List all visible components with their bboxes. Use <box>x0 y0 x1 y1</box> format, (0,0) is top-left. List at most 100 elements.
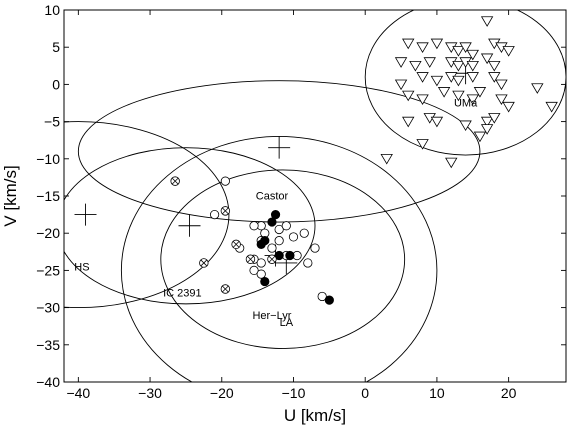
triangle-marker <box>452 46 465 57</box>
open-circle-marker <box>303 258 313 268</box>
cluster-ellipse <box>77 80 481 223</box>
data-points <box>170 16 558 305</box>
triangle-marker <box>430 38 444 50</box>
open-circle-marker <box>220 176 230 186</box>
y-axis-label: V [km/s] <box>1 165 20 226</box>
triangle-marker <box>488 72 501 83</box>
triangle-marker <box>473 87 487 98</box>
group-label: Castor <box>256 191 289 203</box>
open-circle-marker <box>310 243 320 253</box>
crossed-circle-marker-x2 <box>222 285 229 293</box>
x-tick-label: −20 <box>210 385 234 401</box>
cluster-ellipse <box>120 136 438 382</box>
group-label: IC 2391 <box>163 287 202 299</box>
triangle-marker <box>459 120 472 132</box>
y-tick-label: −35 <box>36 337 60 353</box>
x-tick-label: −40 <box>66 385 90 401</box>
triangle-marker <box>445 157 458 169</box>
triangle-marker <box>430 116 444 128</box>
open-circle-marker <box>256 258 266 268</box>
open-circle-marker <box>299 228 309 238</box>
triangle-marker <box>502 46 515 57</box>
cluster-ellipse <box>364 10 566 156</box>
filled-circle-marker <box>256 239 266 249</box>
triangle-marker <box>480 116 494 128</box>
x-tick-label: 20 <box>501 385 517 401</box>
cluster-ellipses <box>64 10 566 382</box>
triangle-marker <box>502 101 515 113</box>
triangle-marker <box>416 139 429 150</box>
y-tick-label: −10 <box>36 151 60 167</box>
triangle-marker <box>459 42 472 53</box>
group-label: HS <box>74 261 89 273</box>
x-axis-ticks: −40 −30 −20 −10 0 10 20 <box>66 10 517 401</box>
x-tick-label: −10 <box>282 385 306 401</box>
open-circle-marker <box>281 221 291 231</box>
triangle-marker <box>416 42 429 53</box>
triangle-marker <box>416 94 429 106</box>
plot-frame <box>63 9 567 383</box>
triangle-marker <box>545 101 558 113</box>
triangle-marker <box>423 57 436 68</box>
triangle-marker <box>473 131 487 143</box>
filled-circle-marker <box>270 210 281 220</box>
crossed-circle-marker-x2 <box>232 241 240 248</box>
crossed-circle-marker-x2 <box>171 177 179 185</box>
y-tick-label: −5 <box>44 114 60 130</box>
triangle-marker <box>488 113 501 124</box>
triangle-marker <box>380 153 393 165</box>
triangle-marker <box>402 90 415 102</box>
cluster-ellipse <box>64 147 316 305</box>
x-tick-label: 0 <box>361 385 369 401</box>
crossed-circle-marker-x2 <box>200 259 208 267</box>
y-tick-label: 10 <box>44 2 60 18</box>
open-circle-marker <box>317 291 327 302</box>
x-tick-label: −30 <box>138 385 162 401</box>
triangle-marker <box>531 83 544 94</box>
triangle-marker <box>402 38 415 50</box>
open-circle-marker <box>210 210 220 220</box>
crossed-circle-marker-x2 <box>222 207 229 215</box>
y-tick-label: −15 <box>36 188 60 204</box>
y-axis-ticks: 10 5 0 −5 −10 −15 −20 −25 −30 −35 −40 <box>36 2 566 390</box>
triangle-marker <box>480 16 494 27</box>
open-circle-marker <box>274 224 284 235</box>
open-circle-marker <box>267 243 277 253</box>
y-tick-label: −20 <box>36 225 60 241</box>
triangle-marker <box>452 61 465 72</box>
y-tick-label: −25 <box>36 262 60 278</box>
triangle-marker <box>430 75 444 87</box>
open-circle-marker <box>249 221 259 231</box>
triangle-marker <box>437 87 451 98</box>
group-label: LA <box>280 317 294 329</box>
triangle-marker <box>495 79 508 91</box>
triangle-marker <box>480 124 494 135</box>
group-label: UMa <box>454 98 478 110</box>
open-circle-marker <box>256 269 266 279</box>
triangle-marker <box>480 53 494 65</box>
triangle-marker <box>394 57 408 68</box>
filled-circle-marker <box>324 295 334 305</box>
crossed-circle-marker-x2 <box>268 255 276 263</box>
triangle-marker <box>452 90 465 102</box>
triangle-marker <box>466 94 479 106</box>
triangle-marker <box>416 72 429 83</box>
triangle-marker <box>466 49 479 61</box>
crossed-circle-marker-x2 <box>247 255 254 263</box>
filled-circle-marker <box>260 276 270 287</box>
filled-circle-marker <box>267 217 277 227</box>
y-tick-label: −30 <box>36 300 60 316</box>
triangle-marker <box>452 75 465 87</box>
cluster-ellipse <box>64 121 230 309</box>
triangle-marker <box>495 94 508 106</box>
triangle-marker <box>488 61 501 72</box>
triangle-marker <box>466 72 479 83</box>
filled-circle-marker <box>285 250 295 261</box>
triangle-marker <box>466 61 479 72</box>
y-tick-label: 0 <box>52 76 60 92</box>
x-tick-label: 10 <box>429 385 445 401</box>
triangle-marker <box>409 61 422 72</box>
